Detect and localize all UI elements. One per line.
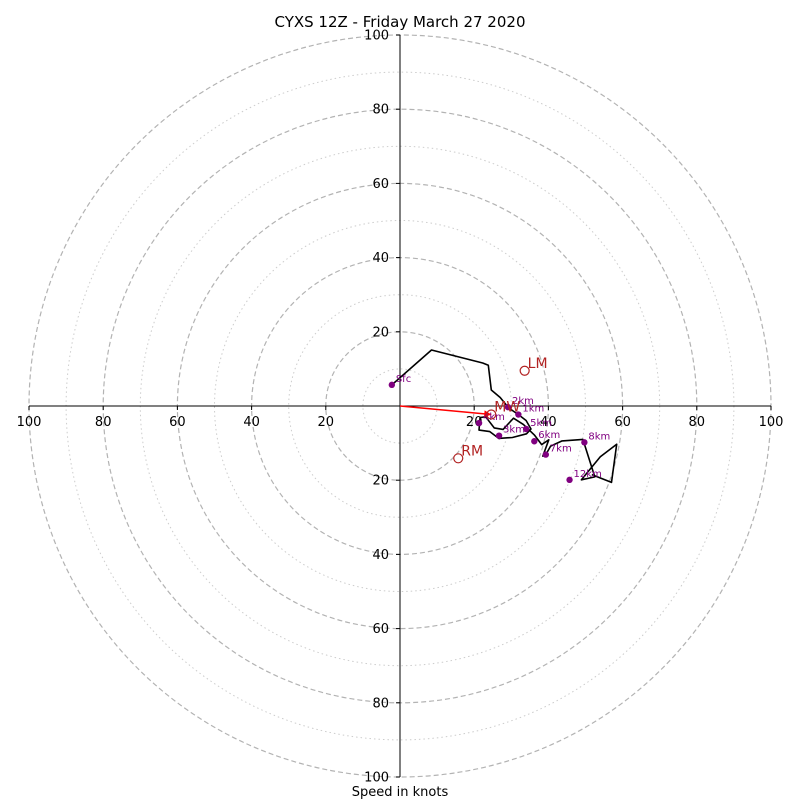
arrow-head	[484, 410, 492, 418]
y-tick-label: 40	[372, 251, 389, 266]
height-dot-8km	[581, 439, 588, 446]
height-label-6km: 6km	[538, 430, 560, 441]
x-axis-label: Speed in knots	[352, 785, 449, 800]
y-tick-label: 60	[372, 622, 389, 637]
motion-marker-MW	[486, 409, 497, 420]
height-label-3km: 3km	[503, 425, 525, 436]
x-tick-label: 80	[95, 415, 112, 430]
height-dot-3km	[495, 432, 503, 439]
y-tick-label: 80	[372, 103, 389, 118]
height-label-4km: 4km	[483, 412, 505, 423]
x-tick-label: 60	[614, 415, 631, 430]
height-label-5km: 5km	[530, 418, 552, 429]
height-dot-5km	[522, 425, 530, 433]
height-label-12km: 12km	[574, 469, 602, 480]
motion-arrow	[399, 405, 492, 418]
y-tick-label: 80	[372, 696, 389, 711]
x-tick-label: 20	[466, 415, 483, 430]
tick-labels: 100 80 60 40 20 20 40 60 80 100 100 80 60 40 20 20 40 60 8…	[17, 29, 784, 786]
x-tick-label: 40	[540, 415, 557, 430]
x-tick-label: 80	[689, 415, 706, 430]
height-dot-7km	[542, 451, 550, 458]
arrow-shaft	[399, 405, 492, 416]
y-tick-label: 100	[364, 771, 389, 786]
motion-marker-LM	[519, 365, 530, 376]
height-dot-4km	[475, 419, 483, 427]
height-dot-Sfc	[388, 381, 396, 389]
x-tick-label: 40	[243, 415, 260, 430]
motion-label-RM: RM	[461, 443, 483, 459]
storm-motion-markers: LM RM MW	[453, 356, 548, 464]
height-label-Sfc: Sfc	[396, 374, 411, 385]
height-dot-1km	[515, 411, 522, 418]
height-label-2km: 2km	[512, 396, 534, 407]
x-tick-label: 100	[759, 415, 784, 430]
x-tick-label: 60	[169, 415, 186, 430]
x-tick-label: 100	[17, 415, 42, 430]
y-tick-label: 40	[372, 548, 389, 563]
motion-label-LM: LM	[528, 356, 548, 372]
height-label-7km: 7km	[550, 444, 572, 455]
y-tick-label: 60	[372, 177, 389, 192]
height-label-1km: 1km	[522, 404, 544, 415]
motion-label-MW: MW	[494, 400, 520, 416]
motion-marker-RM	[453, 453, 464, 464]
height-dot-12km	[566, 476, 573, 484]
y-tick-label: 20	[372, 325, 389, 340]
x-tick-label: 20	[318, 415, 335, 430]
y-tick-label: 20	[372, 474, 389, 489]
height-dot-2km	[504, 403, 512, 411]
y-tick-label: 100	[364, 29, 389, 44]
chart-title: CYXS 12Z - Friday March 27 2020	[274, 13, 525, 31]
height-dot-6km	[531, 438, 538, 445]
height-label-8km: 8km	[588, 431, 610, 442]
